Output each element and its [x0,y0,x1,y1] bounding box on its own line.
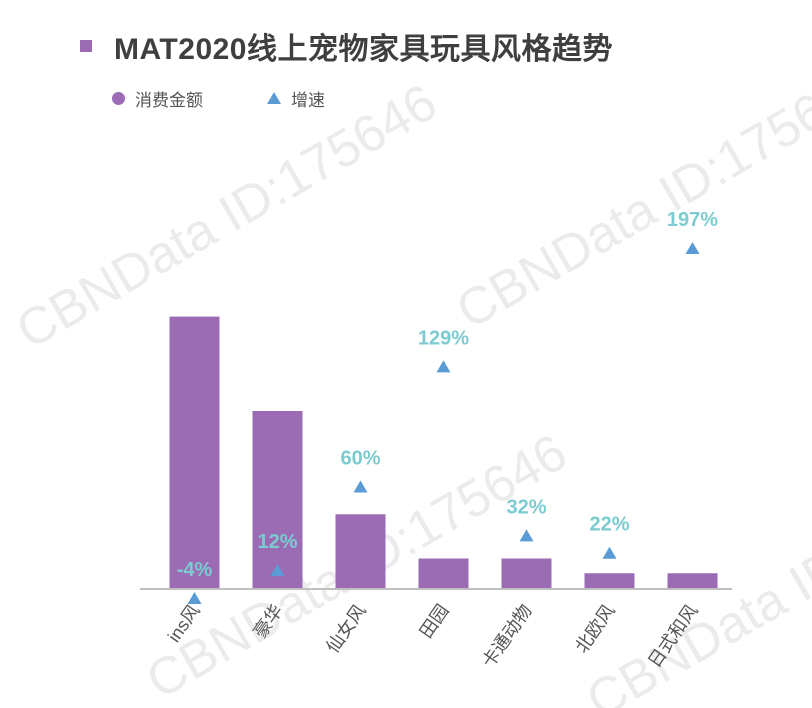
growth-label-4: 32% [506,496,546,518]
legend-item-amount: 消费金额 [112,86,203,111]
growth-marker-6 [685,242,700,254]
growth-marker-4 [519,529,534,542]
category-label-4: 卡通动物 [478,601,536,671]
growth-label-5: 22% [589,514,629,536]
title-marker-icon [80,40,92,52]
legend-label-amount: 消费金额 [135,90,203,110]
growth-marker-0 [187,592,202,604]
chart-title-row: MAT2020线上宠物家具玩具风格趋势 [80,24,613,68]
growth-label-2: 60% [340,448,380,470]
chart-title: MAT2020线上宠物家具玩具风格趋势 [114,33,613,66]
growth-marker-1 [270,564,285,577]
markers-layer [187,242,700,604]
chart-legend: 消费金额 增速 [112,86,325,110]
bar-6 [667,573,718,588]
watermark-text: CBNData ID:175646 [7,73,447,360]
bar-5 [584,573,635,588]
watermark-text: CBNData ID:175646 [447,53,812,340]
growth-label-6: 197% [667,209,718,231]
growth-marker-3 [436,360,451,373]
bar-3 [418,558,469,588]
growth-marker-5 [602,546,617,559]
bar-2 [335,514,386,588]
legend-triangle-icon [267,92,281,104]
bar-0 [169,316,220,588]
legend-circle-icon [112,91,125,105]
growth-label-3: 129% [418,327,469,349]
growth-marker-2 [353,480,368,493]
category-label-3: 田园 [416,601,453,642]
bar-4 [501,558,552,588]
legend-item-growth: 增速 [267,86,325,111]
bar-1 [252,411,303,588]
growth-label-1: 12% [257,531,297,553]
category-label-5: 北欧风 [571,601,618,657]
legend-label-growth: 增速 [291,90,325,110]
bars-layer [169,316,718,588]
data-labels-layer: -4% 12% 60% 129% 32% 22% 197% [177,209,719,581]
growth-label-0: -4% [177,559,213,581]
